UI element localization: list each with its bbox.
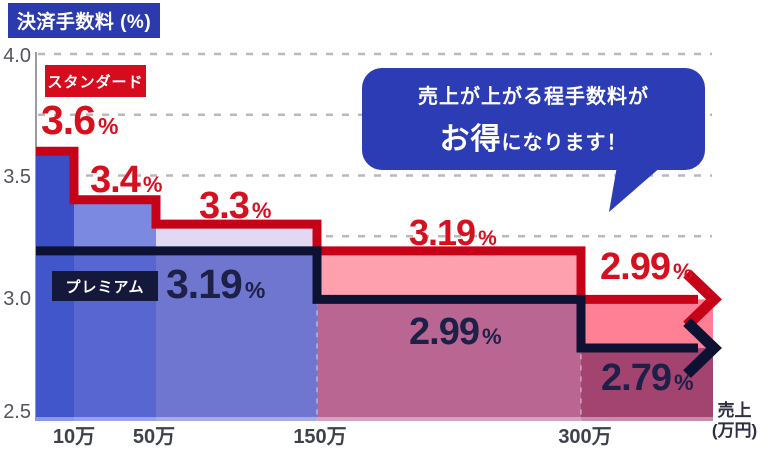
premium-plan-label: プレミアム xyxy=(65,278,145,296)
standard-plan-badge: スタンダード xyxy=(45,65,146,97)
standard-plan-label: スタンダード xyxy=(47,73,144,91)
standard-fee-label-3-6: 3.6% xyxy=(41,97,119,143)
speech-bubble: 売上が上がる程手数料が お得 になります！ xyxy=(362,68,705,170)
chart-title: 決済手数料 (%) xyxy=(16,12,152,33)
standard-fee-label-2-99: 2.99% xyxy=(600,246,693,288)
sales-axis-label-line1: 売上 xyxy=(717,401,752,420)
premium-fee-label-2-79: 2.79% xyxy=(601,357,694,399)
x-tick-50man: 50万 xyxy=(132,426,176,448)
x-tick-150man: 150万 xyxy=(293,426,347,448)
standard-fee-label-3-3: 3.3% xyxy=(199,185,272,227)
y-tick-2-5: 2.5 xyxy=(3,401,31,423)
sales-axis-label: 売上 (万円) xyxy=(700,401,769,440)
standard-fee-label-3-4: 3.4% xyxy=(90,159,163,201)
y-tick-3-5: 3.5 xyxy=(3,166,31,188)
x-tick-10man: 10万 xyxy=(52,426,96,448)
bubble-emphasis: お得 xyxy=(439,123,502,156)
speech-bubble-tail xyxy=(609,166,662,212)
y-tick-3-0: 3.0 xyxy=(3,288,31,310)
premium-fee-label-3-19: 3.19% xyxy=(166,261,266,307)
y-tick-4-0: 4.0 xyxy=(3,45,31,67)
bubble-line1: 売上が上がる程手数料が xyxy=(418,86,649,108)
bubble-line2-rest: になります！ xyxy=(501,132,628,154)
premium-fee-label-2-99: 2.99% xyxy=(409,311,502,353)
standard-fee-label-3-19: 3.19% xyxy=(409,212,497,253)
chart-title-badge: 決済手数料 (%) xyxy=(8,3,160,38)
sales-axis-label-line2: (万円) xyxy=(711,420,758,440)
premium-plan-badge: プレミアム xyxy=(52,271,158,301)
x-tick-300man: 300万 xyxy=(558,426,612,448)
bubble-line2: お得 になります！ xyxy=(440,114,628,158)
